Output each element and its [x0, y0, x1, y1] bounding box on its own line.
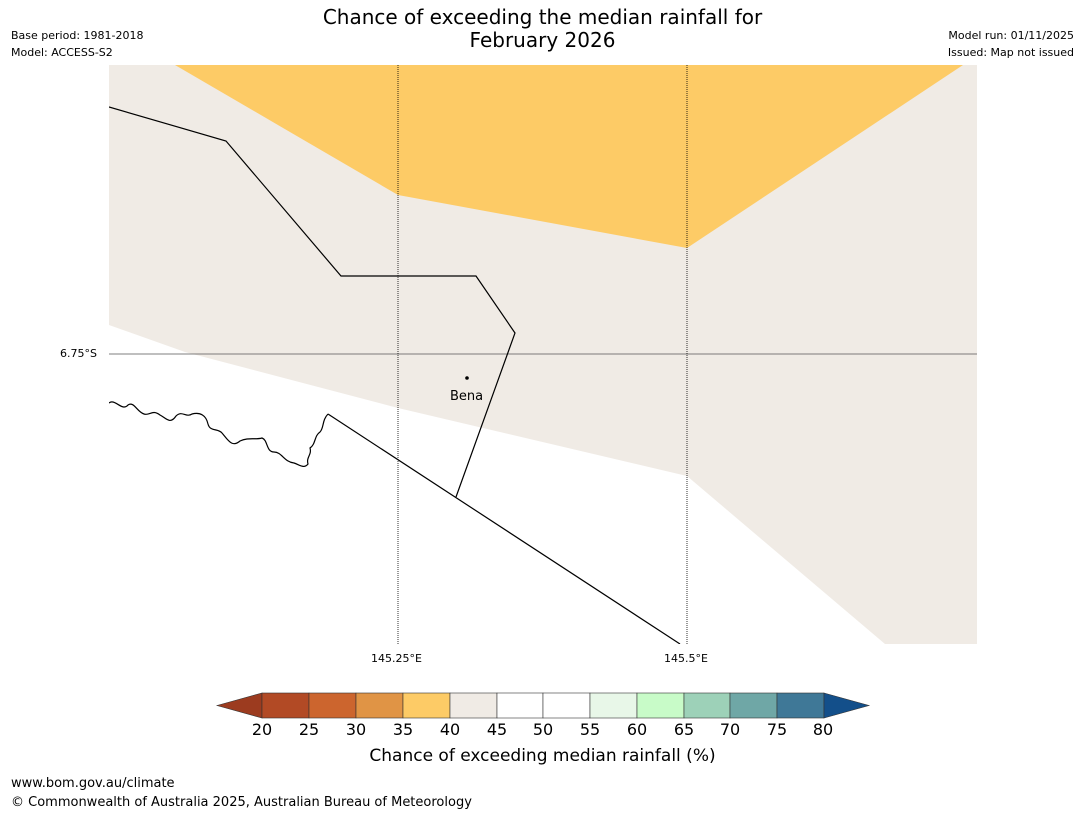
colorbar-low-extension — [215, 692, 263, 719]
longitude-label-2: 145.5°E — [664, 652, 708, 665]
province-boundary — [109, 106, 516, 498]
bena-marker-icon — [465, 376, 469, 380]
longitude-label-1: 145.25°E — [371, 652, 422, 665]
colorbar-bin-75-80 — [776, 692, 825, 719]
colorbar-high-extension — [823, 692, 871, 719]
footer-url: www.bom.gov.au/climate — [11, 776, 175, 791]
colorbar-tick: 55 — [579, 720, 601, 739]
title-line-2: February 2026 — [469, 28, 616, 52]
colorbar-tick: 60 — [626, 720, 648, 739]
colorbar-tick: 70 — [719, 720, 741, 739]
map-title: Chance of exceeding the median rainfall … — [240, 6, 845, 52]
colorbar-bin-55-60 — [589, 692, 638, 719]
colorbar-bin-35-40 — [402, 692, 451, 719]
colorbar-bin-50-55 — [542, 692, 591, 719]
colorbar-bin-45-50 — [496, 692, 544, 719]
region-35-40 — [175, 65, 963, 248]
model-text: Model: ACCESS-S2 — [11, 46, 113, 59]
meta-right: Model run: 01/11/2025 Issued: Map not is… — [948, 27, 1074, 61]
colorbar-bin-20-25 — [261, 692, 310, 719]
colorbar-bin-40-45 — [449, 692, 498, 719]
colorbar-bin-30-35 — [355, 692, 404, 719]
colorbar-tick: 35 — [392, 720, 414, 739]
title-line-1: Chance of exceeding the median rainfall … — [322, 5, 763, 29]
colorbar-tick: 25 — [298, 720, 320, 739]
colorbar-tick: 50 — [532, 720, 554, 739]
colorbar-tick: 30 — [345, 720, 367, 739]
footer-copyright: © Commonwealth of Australia 2025, Austra… — [11, 795, 472, 810]
coastline — [109, 401, 329, 468]
issued-text: Issued: Map not issued — [947, 46, 1074, 59]
region-45-50 — [109, 325, 885, 644]
colorbar-tick: 40 — [439, 720, 461, 739]
model-run-text: Model run: 01/11/2025 — [948, 29, 1074, 42]
province-boundary-2 — [327, 413, 681, 644]
colorbar-tick: 45 — [486, 720, 508, 739]
colorbar-bin-60-65 — [636, 692, 685, 719]
colorbar-tick: 80 — [812, 720, 834, 739]
colorbar-bin-65-70 — [683, 692, 731, 719]
colorbar-bin-70-75 — [729, 692, 778, 719]
colorbar-tick: 20 — [251, 720, 273, 739]
map-area — [109, 65, 977, 644]
colorbar-bin-25-30 — [308, 692, 357, 719]
colorbar — [215, 692, 871, 719]
base-period-text: Base period: 1981-2018 — [11, 29, 144, 42]
meta-left: Base period: 1981-2018 Model: ACCESS-S2 — [11, 27, 143, 61]
colorbar-tick: 65 — [673, 720, 695, 739]
colorbar-tick: 75 — [766, 720, 788, 739]
colorbar-label: Chance of exceeding median rainfall (%) — [369, 746, 716, 766]
latitude-label: 6.75°S — [60, 347, 97, 360]
place-label-bena: Bena — [450, 389, 484, 404]
